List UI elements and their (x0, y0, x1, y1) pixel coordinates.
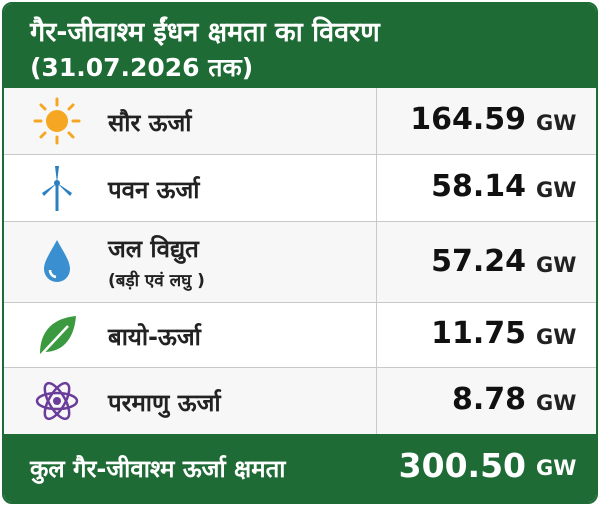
row-value: 57.24 (431, 244, 526, 279)
row: पवन ऊर्जा 58.14 GW (4, 155, 596, 222)
divider (376, 222, 377, 302)
row-unit: GW (536, 391, 577, 415)
sun-icon (33, 97, 81, 145)
divider (376, 88, 377, 154)
footer: कुल गैर-जीवाश्म ऊर्जा क्षमता 300.50 GW (4, 434, 596, 502)
row: जल विद्युत (बड़ी एवं लघु ) 57.24 GW (4, 222, 596, 303)
leaf-icon (39, 316, 76, 357)
total-label: कुल गैर-जीवाश्म ऊर्जा क्षमता (30, 455, 286, 483)
row-value: 164.59 (410, 102, 526, 137)
divider (376, 155, 377, 221)
title: गैर-जीवाश्म ईंधन क्षमता का विवरण (30, 17, 380, 48)
row-unit: GW (536, 178, 577, 202)
row: सौर ऊर्जा 164.59 GW (4, 88, 596, 155)
row-label: सौर ऊर्जा (108, 109, 192, 137)
row-unit: GW (536, 111, 577, 135)
divider (376, 368, 377, 434)
row: बायो-ऊर्जा 11.75 GW (4, 303, 596, 368)
atom-icon (35, 381, 79, 421)
row-value: 11.75 (431, 316, 526, 351)
row-value: 58.14 (431, 169, 526, 204)
subtitle: (31.07.2026 तक) (30, 53, 254, 82)
row-label: बायो-ऊर्जा (108, 323, 201, 351)
water-icon (44, 240, 70, 282)
row-label: पवन ऊर्जा (108, 176, 200, 204)
row: परमाणु ऊर्जा 8.78 GW (4, 368, 596, 434)
total-value: 300.50 (398, 446, 526, 485)
header: गैर-जीवाश्म ईंधन क्षमता का विवरण (31.07.… (4, 4, 596, 88)
row-label: जल विद्युत (108, 235, 199, 263)
row-unit: GW (536, 253, 577, 277)
row-value: 8.78 (451, 382, 526, 417)
total-unit: GW (536, 456, 577, 480)
row-label: परमाणु ऊर्जा (108, 389, 221, 417)
row-unit: GW (536, 325, 577, 349)
row-sublabel: (बड़ी एवं लघु ) (108, 271, 205, 291)
wind-icon (42, 166, 72, 211)
divider (376, 303, 377, 367)
